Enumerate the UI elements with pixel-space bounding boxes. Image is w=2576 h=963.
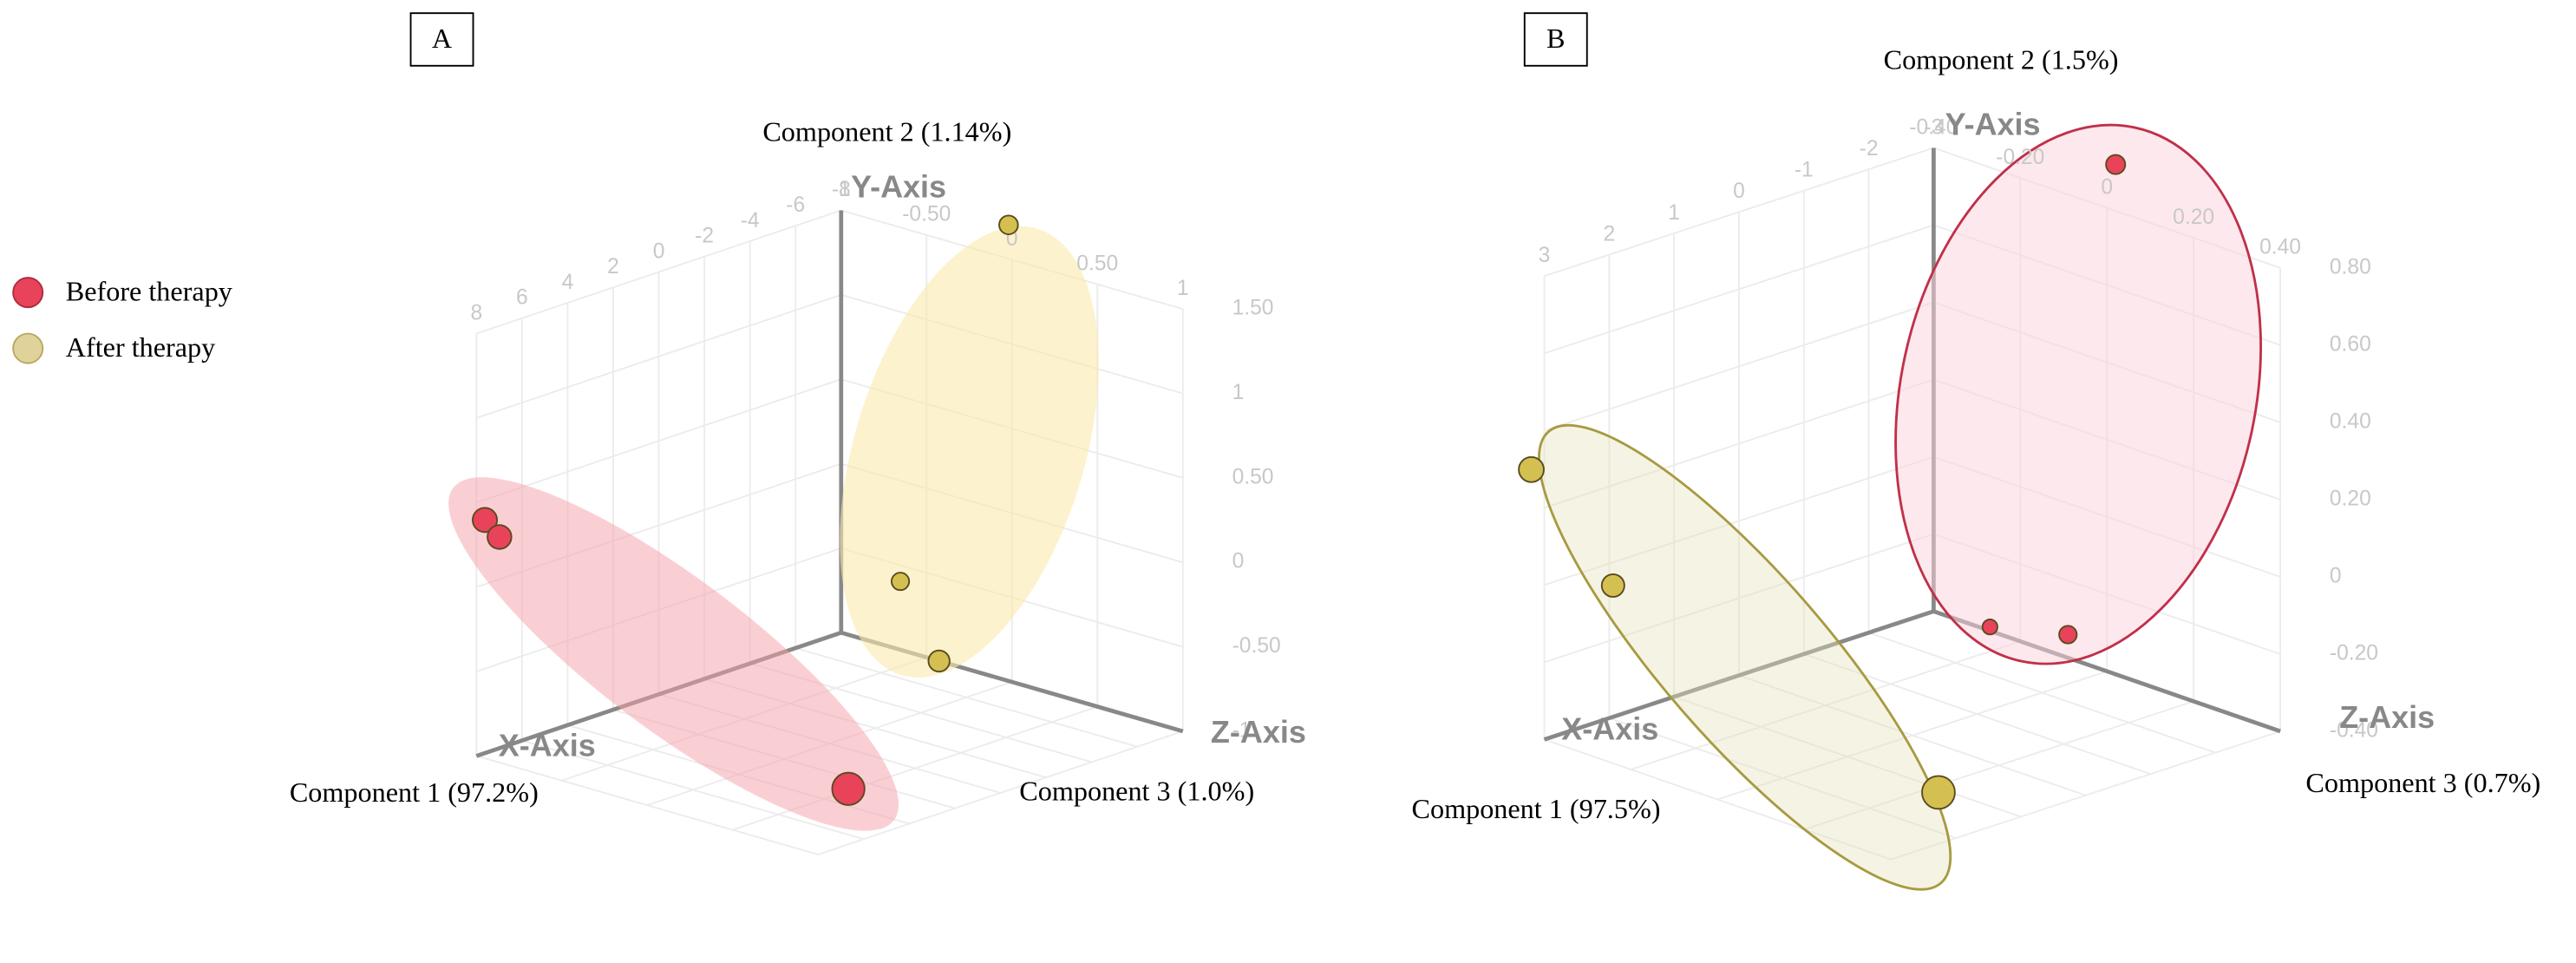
y-tick-label: 0 bbox=[2330, 564, 2342, 587]
axis-name: Y-Axis bbox=[851, 168, 946, 204]
cluster-ellipse bbox=[448, 477, 899, 831]
grid-line bbox=[1803, 700, 2194, 830]
y-tick-label: 0 bbox=[1232, 550, 1245, 573]
grid-line bbox=[1544, 147, 1934, 278]
axis-title: Component 1 (97.2%) bbox=[290, 776, 539, 808]
x-tick-label: -2 bbox=[1860, 137, 1879, 160]
y-tick-label: 1 bbox=[1232, 381, 1245, 404]
axis-line bbox=[1543, 609, 1935, 742]
x-tick-label: 2 bbox=[1603, 222, 1615, 246]
y-tick-label: 0.60 bbox=[2330, 332, 2371, 356]
x-tick-label: 6 bbox=[516, 286, 528, 310]
x-tick-label: 0 bbox=[1733, 180, 1745, 203]
x-tick-label: -1 bbox=[1795, 159, 1814, 182]
y-tick-label: -0.50 bbox=[1232, 634, 1281, 658]
legend-label: After therapy bbox=[66, 331, 215, 363]
z-tick-label: 1 bbox=[1177, 277, 1189, 300]
data-point bbox=[487, 524, 513, 550]
z-tick-label: -1 bbox=[832, 178, 851, 201]
grid-line bbox=[1544, 378, 1934, 509]
axis-title: Component 2 (1.5%) bbox=[1884, 43, 2119, 75]
y-tick-label: -0.20 bbox=[2330, 641, 2378, 665]
data-point bbox=[1518, 455, 1545, 483]
x-tick-label: -8 bbox=[832, 178, 851, 201]
data-point bbox=[927, 649, 951, 673]
panel-label: A bbox=[432, 23, 453, 54]
data-point bbox=[831, 771, 866, 806]
data-point bbox=[2058, 625, 2078, 645]
legend-swatch bbox=[12, 332, 44, 364]
z-tick-label: 0 bbox=[2101, 175, 2113, 199]
data-point bbox=[1921, 775, 1956, 810]
x-tick-label: -2 bbox=[695, 225, 714, 248]
data-point bbox=[891, 572, 911, 592]
z-tick-label: -0.20 bbox=[1996, 146, 2044, 169]
grid-line bbox=[475, 293, 842, 419]
grid-line bbox=[817, 730, 1184, 855]
grid-line bbox=[1717, 670, 2108, 801]
y-tick-label: 0.50 bbox=[1232, 465, 1274, 488]
y-tick-label: 0.80 bbox=[2330, 255, 2371, 278]
x-tick-label: 4 bbox=[562, 271, 574, 294]
x-tick-label: -3 bbox=[1924, 115, 1943, 139]
z-tick-label: -0.50 bbox=[902, 203, 951, 226]
data-point bbox=[1600, 573, 1625, 598]
axis-title: Component 3 (1.0%) bbox=[1019, 775, 1254, 806]
grid-line bbox=[475, 209, 842, 335]
axis-name: Y-Axis bbox=[1945, 106, 2041, 141]
panel-label-box bbox=[409, 12, 474, 67]
grid-line bbox=[1544, 301, 1934, 432]
panel-label-box bbox=[1523, 12, 1588, 67]
z-tick-label: -0.40 bbox=[1909, 115, 1958, 139]
axis-name: Z-Axis bbox=[1211, 714, 1306, 750]
x-tick-label: -4 bbox=[741, 209, 760, 233]
cluster-ellipse bbox=[840, 226, 1099, 678]
x-tick-label: 1 bbox=[1668, 201, 1680, 225]
axis-name: X-Axis bbox=[499, 727, 596, 763]
legend-swatch bbox=[12, 277, 44, 309]
data-point bbox=[472, 507, 499, 534]
axis-title: Component 1 (97.5%) bbox=[1412, 793, 1661, 824]
z-tick-label: 0.50 bbox=[1076, 252, 1118, 275]
axis-title: Component 3 (0.7%) bbox=[2305, 767, 2540, 798]
grid-line bbox=[1631, 640, 2021, 770]
axis-name: Z-Axis bbox=[2339, 699, 2435, 735]
cluster-ellipse bbox=[1537, 423, 1952, 891]
x-tick-label: 2 bbox=[607, 255, 619, 278]
legend-label: Before therapy bbox=[66, 275, 232, 306]
y-tick-label: -0.40 bbox=[2330, 718, 2378, 742]
z-tick-label: 0.40 bbox=[2259, 236, 2301, 259]
grid-line bbox=[1544, 224, 1934, 355]
data-point bbox=[2105, 154, 2127, 175]
x-tick-label: 3 bbox=[1539, 244, 1551, 267]
x-tick-label: 8 bbox=[470, 301, 482, 324]
y-tick-label: 1.50 bbox=[1232, 297, 1274, 320]
y-tick-label: 0.40 bbox=[2330, 409, 2371, 433]
x-tick-label: 0 bbox=[653, 239, 665, 263]
data-point bbox=[1981, 619, 1998, 636]
grid-line bbox=[1890, 730, 2281, 861]
data-point bbox=[998, 214, 1019, 235]
axis-title: Component 2 (1.14%) bbox=[762, 116, 1011, 147]
axis-name: X-Axis bbox=[1561, 711, 1658, 746]
z-tick-label: 0.20 bbox=[2173, 206, 2214, 229]
grid-line bbox=[475, 378, 842, 504]
panel-label: B bbox=[1546, 23, 1565, 54]
y-tick-label: 0.20 bbox=[2330, 487, 2371, 510]
y-tick-label: -1 bbox=[1232, 718, 1252, 742]
grid-line bbox=[1544, 533, 1934, 664]
grid-line bbox=[1544, 455, 1934, 586]
cluster-ellipse bbox=[1894, 123, 2263, 665]
x-tick-label: -6 bbox=[786, 193, 805, 217]
